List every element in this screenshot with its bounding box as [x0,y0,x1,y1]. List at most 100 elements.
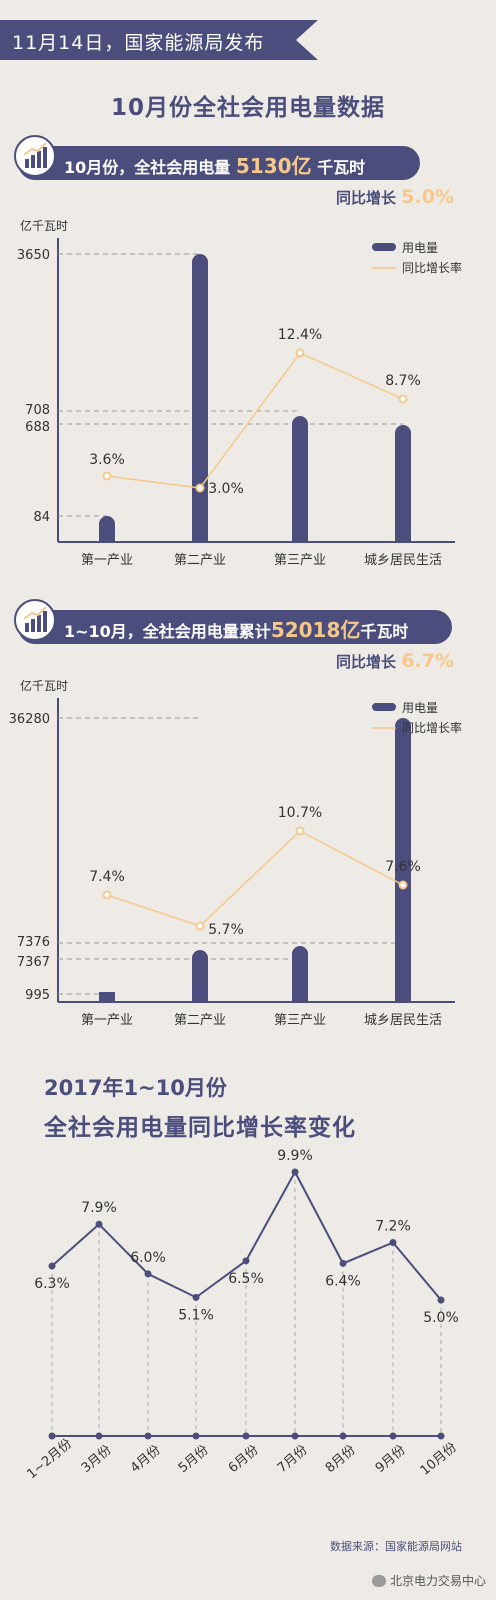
bar-base [192,532,208,542]
axis-tick-dot [95,1432,103,1440]
legend-line-label: 同比增长率 [402,720,462,735]
y-tick-label: 995 [25,988,50,1003]
legend-bar-swatch [372,243,396,251]
bar-base [292,992,308,1002]
x-category-label: 第二产业 [174,553,226,568]
growth-data-label: 3.6% [89,452,125,468]
summary-pill-1 [18,146,420,180]
bar-base [99,532,115,542]
trend-point [48,1262,56,1270]
trend-point [192,1293,200,1301]
growth-data-label: 12.4% [278,327,322,343]
growth-point [398,880,408,890]
trend-title-line1: 2017年1~10月份 [44,1076,227,1100]
data-source: 数据来源：国家能源局网站 [330,1540,462,1553]
header-banner: 11月14日，国家能源局发布 [0,20,318,60]
bar-base [292,532,308,542]
y-tick-label: 7367 [17,955,50,970]
bar-base [99,992,115,1002]
summary-pill-2 [18,610,452,644]
line-chart-growth-trend: 6.3% 1~2月份 7.9% 3月份 6.0% 4月份 5.1% 5月份 6.5% 6月份 9.9… [24,1148,459,1482]
axis-tick-dot [437,1432,445,1440]
trend-point [437,1296,445,1304]
trend-data-label: 6.5% [228,1271,264,1287]
growth-point [295,826,305,836]
banner-text: 11月14日，国家能源局发布 [12,32,265,54]
growth-point [102,890,112,900]
bar-base [395,992,411,1002]
axis-tick-dot [389,1432,397,1440]
bar-chart-cumulative: 亿千瓦时 995 7367 7376 36280 7.4% 5.7% 10.7% 7.6% 第一产… [9,680,462,1028]
growth-point [102,471,112,481]
axis-tick-dot [242,1432,250,1440]
x-month-label: 1~2月份 [24,1436,75,1482]
x-month-label: 5月份 [176,1443,212,1477]
bar-chart-monthly: 亿千瓦时 84 688 708 3650 3.6% 3.0% 12.4% 8.7% 第一产业 第二产… [17,220,462,568]
trend-data-label: 6.3% [34,1276,70,1292]
bar [192,950,208,1002]
growth-point [195,483,205,493]
growth-data-label: 7.4% [89,869,125,885]
growth-data-label: 5.7% [208,922,244,938]
bar [395,425,411,542]
banner-shape [0,20,318,60]
x-category-label: 城乡居民生活 [364,553,442,568]
growth-data-label: 7.6% [385,859,421,875]
wechat-icon [371,1574,386,1587]
y-tick-label: 84 [33,510,50,525]
axis-tick-dot [192,1432,200,1440]
trend-point [242,1257,250,1265]
x-month-label: 4月份 [128,1443,164,1477]
growth-line [106,352,404,489]
bar [192,254,208,542]
chart-growth-icon [14,599,56,641]
trend-point [339,1259,347,1267]
x-category-label: 第一产业 [81,553,133,568]
summary-text-1: 10月份，全社会用电量 5130亿 千瓦时 [64,154,366,178]
y-tick-label: 688 [25,420,50,435]
axis-tick-dot [48,1432,56,1440]
x-month-label: 3月份 [79,1443,115,1477]
trend-data-label: 9.9% [277,1148,313,1164]
bar [395,718,411,1002]
x-category-label: 城乡居民生活 [364,1013,442,1028]
trend-data-label: 6.0% [130,1250,166,1266]
x-category-label: 第三产业 [274,553,326,568]
y-tick-label: 36280 [9,712,50,727]
axis-tick-dot [144,1432,152,1440]
watermark: 北京电力交易中心 [371,1572,486,1589]
bar-base [395,532,411,542]
trend-data-label: 5.0% [423,1310,459,1326]
x-month-label: 6月份 [226,1443,262,1477]
trend-point [95,1220,103,1228]
summary-text-2: 1~10月，全社会用电量累计52018亿千瓦时 [64,618,409,642]
x-category-label: 第三产业 [274,1013,326,1028]
trend-data-label: 7.2% [375,1219,411,1235]
trend-data-label: 5.1% [178,1307,214,1323]
y-tick-label: 3650 [17,248,50,263]
growth-summary-2: 同比增长 6.7% [336,650,454,672]
trend-point [291,1168,299,1176]
trend-point [144,1270,152,1278]
y-axis-label: 亿千瓦时 [20,220,68,233]
axis-tick-dot [291,1432,299,1440]
chart-growth-icon [14,135,56,177]
y-axis-label: 亿千瓦时 [20,680,68,693]
axis-tick-dot [339,1432,347,1440]
trend-data-label: 7.9% [81,1200,117,1216]
y-tick-label: 7376 [17,935,50,950]
x-month-label: 7月份 [275,1443,311,1477]
growth-line [106,830,404,927]
x-month-label: 9月份 [373,1443,409,1477]
page-title: 10月份全社会用电量数据 [110,95,385,121]
y-tick-label: 708 [25,403,50,418]
bar [292,416,308,542]
trend-title-line2: 全社会用电量同比增长率变化 [44,1115,356,1141]
x-category-label: 第一产业 [81,1013,133,1028]
x-month-label: 8月份 [323,1443,359,1477]
watermark-text: 北京电力交易中心 [389,1574,486,1588]
bar [292,946,308,1002]
growth-point [398,394,408,404]
growth-point [295,348,305,358]
growth-point [195,921,205,931]
